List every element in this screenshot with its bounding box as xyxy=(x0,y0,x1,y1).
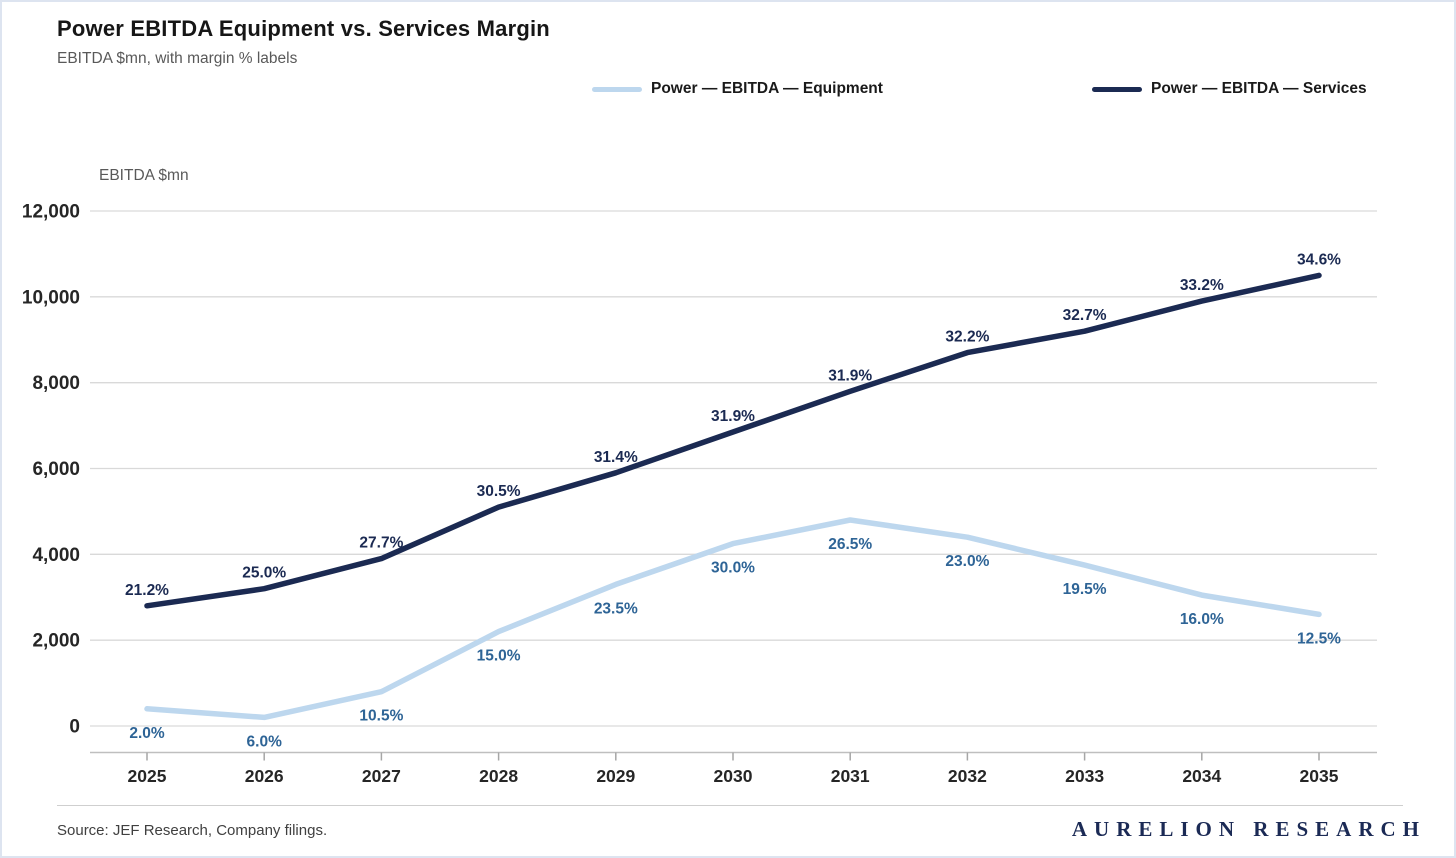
x-tick-label: 2035 xyxy=(1300,766,1339,786)
services-line-swatch-icon xyxy=(1092,86,1142,92)
data-label: 26.5% xyxy=(828,536,872,553)
data-label: 31.9% xyxy=(828,367,872,384)
y-tick-label: 0 xyxy=(69,717,80,738)
data-label: 2.0% xyxy=(129,725,165,742)
data-label: 33.2% xyxy=(1180,277,1224,294)
y-tick-label: 10,000 xyxy=(22,287,80,308)
data-label: 10.5% xyxy=(359,708,403,725)
data-label: 31.4% xyxy=(594,449,638,466)
footer-divider xyxy=(57,805,1403,806)
x-tick-label: 2025 xyxy=(128,766,167,786)
x-tick-label: 2028 xyxy=(479,766,518,786)
data-label: 12.5% xyxy=(1297,630,1341,647)
x-tick-label: 2027 xyxy=(362,766,401,786)
data-label: 30.5% xyxy=(477,483,521,500)
page-title: Power EBITDA Equipment vs. Services Marg… xyxy=(57,16,550,41)
data-label: 25.0% xyxy=(242,565,286,582)
data-label: 16.0% xyxy=(1180,611,1224,628)
legend-label-equipment: Power — EBITDA — Equipment xyxy=(651,80,883,97)
y-tick-label: 6,000 xyxy=(32,459,80,480)
legend-item-equipment: Power — EBITDA — Equipment xyxy=(592,78,883,100)
data-label: 21.2% xyxy=(125,582,169,599)
y-tick-label: 8,000 xyxy=(32,373,80,394)
y-tick-label: 4,000 xyxy=(32,545,80,566)
chart-legend: Power — EBITDA — Equipment Power — EBITD… xyxy=(2,78,1454,100)
page-subtitle: EBITDA $mn, with margin % labels xyxy=(57,50,298,67)
x-tick-label: 2026 xyxy=(245,766,284,786)
x-tick-label: 2034 xyxy=(1182,766,1221,786)
legend-item-services: Power — EBITDA — Services xyxy=(1092,78,1367,100)
legend-label-services: Power — EBITDA — Services xyxy=(1151,80,1367,97)
data-label: 6.0% xyxy=(247,733,283,750)
series-line-equipment xyxy=(144,517,1322,721)
equipment-line-swatch-icon xyxy=(592,86,642,92)
x-tick-label: 2032 xyxy=(948,766,987,786)
x-tick-label: 2029 xyxy=(596,766,635,786)
data-label: 23.5% xyxy=(594,600,638,617)
x-tick-label: 2030 xyxy=(714,766,753,786)
brand-logo: AURELION RESEARCH xyxy=(1071,817,1426,841)
series-line-services xyxy=(144,272,1322,609)
data-label: 34.6% xyxy=(1297,251,1341,268)
y-tick-label: 12,000 xyxy=(22,202,80,223)
data-label: 32.2% xyxy=(945,329,989,346)
data-label: 30.0% xyxy=(711,560,755,577)
data-label: 15.0% xyxy=(477,648,521,665)
data-label: 31.9% xyxy=(711,408,755,425)
x-tick-label: 2033 xyxy=(1065,766,1104,786)
y-axis-title: EBITDA $mn xyxy=(99,167,189,184)
source-note: Source: JEF Research, Company filings. xyxy=(57,822,328,839)
data-label: 27.7% xyxy=(359,535,403,552)
data-label: 19.5% xyxy=(1063,581,1107,598)
y-tick-label: 2,000 xyxy=(32,631,80,652)
data-label: 32.7% xyxy=(1063,307,1107,324)
x-tick-label: 2031 xyxy=(831,766,870,786)
data-label: 23.0% xyxy=(945,553,989,570)
